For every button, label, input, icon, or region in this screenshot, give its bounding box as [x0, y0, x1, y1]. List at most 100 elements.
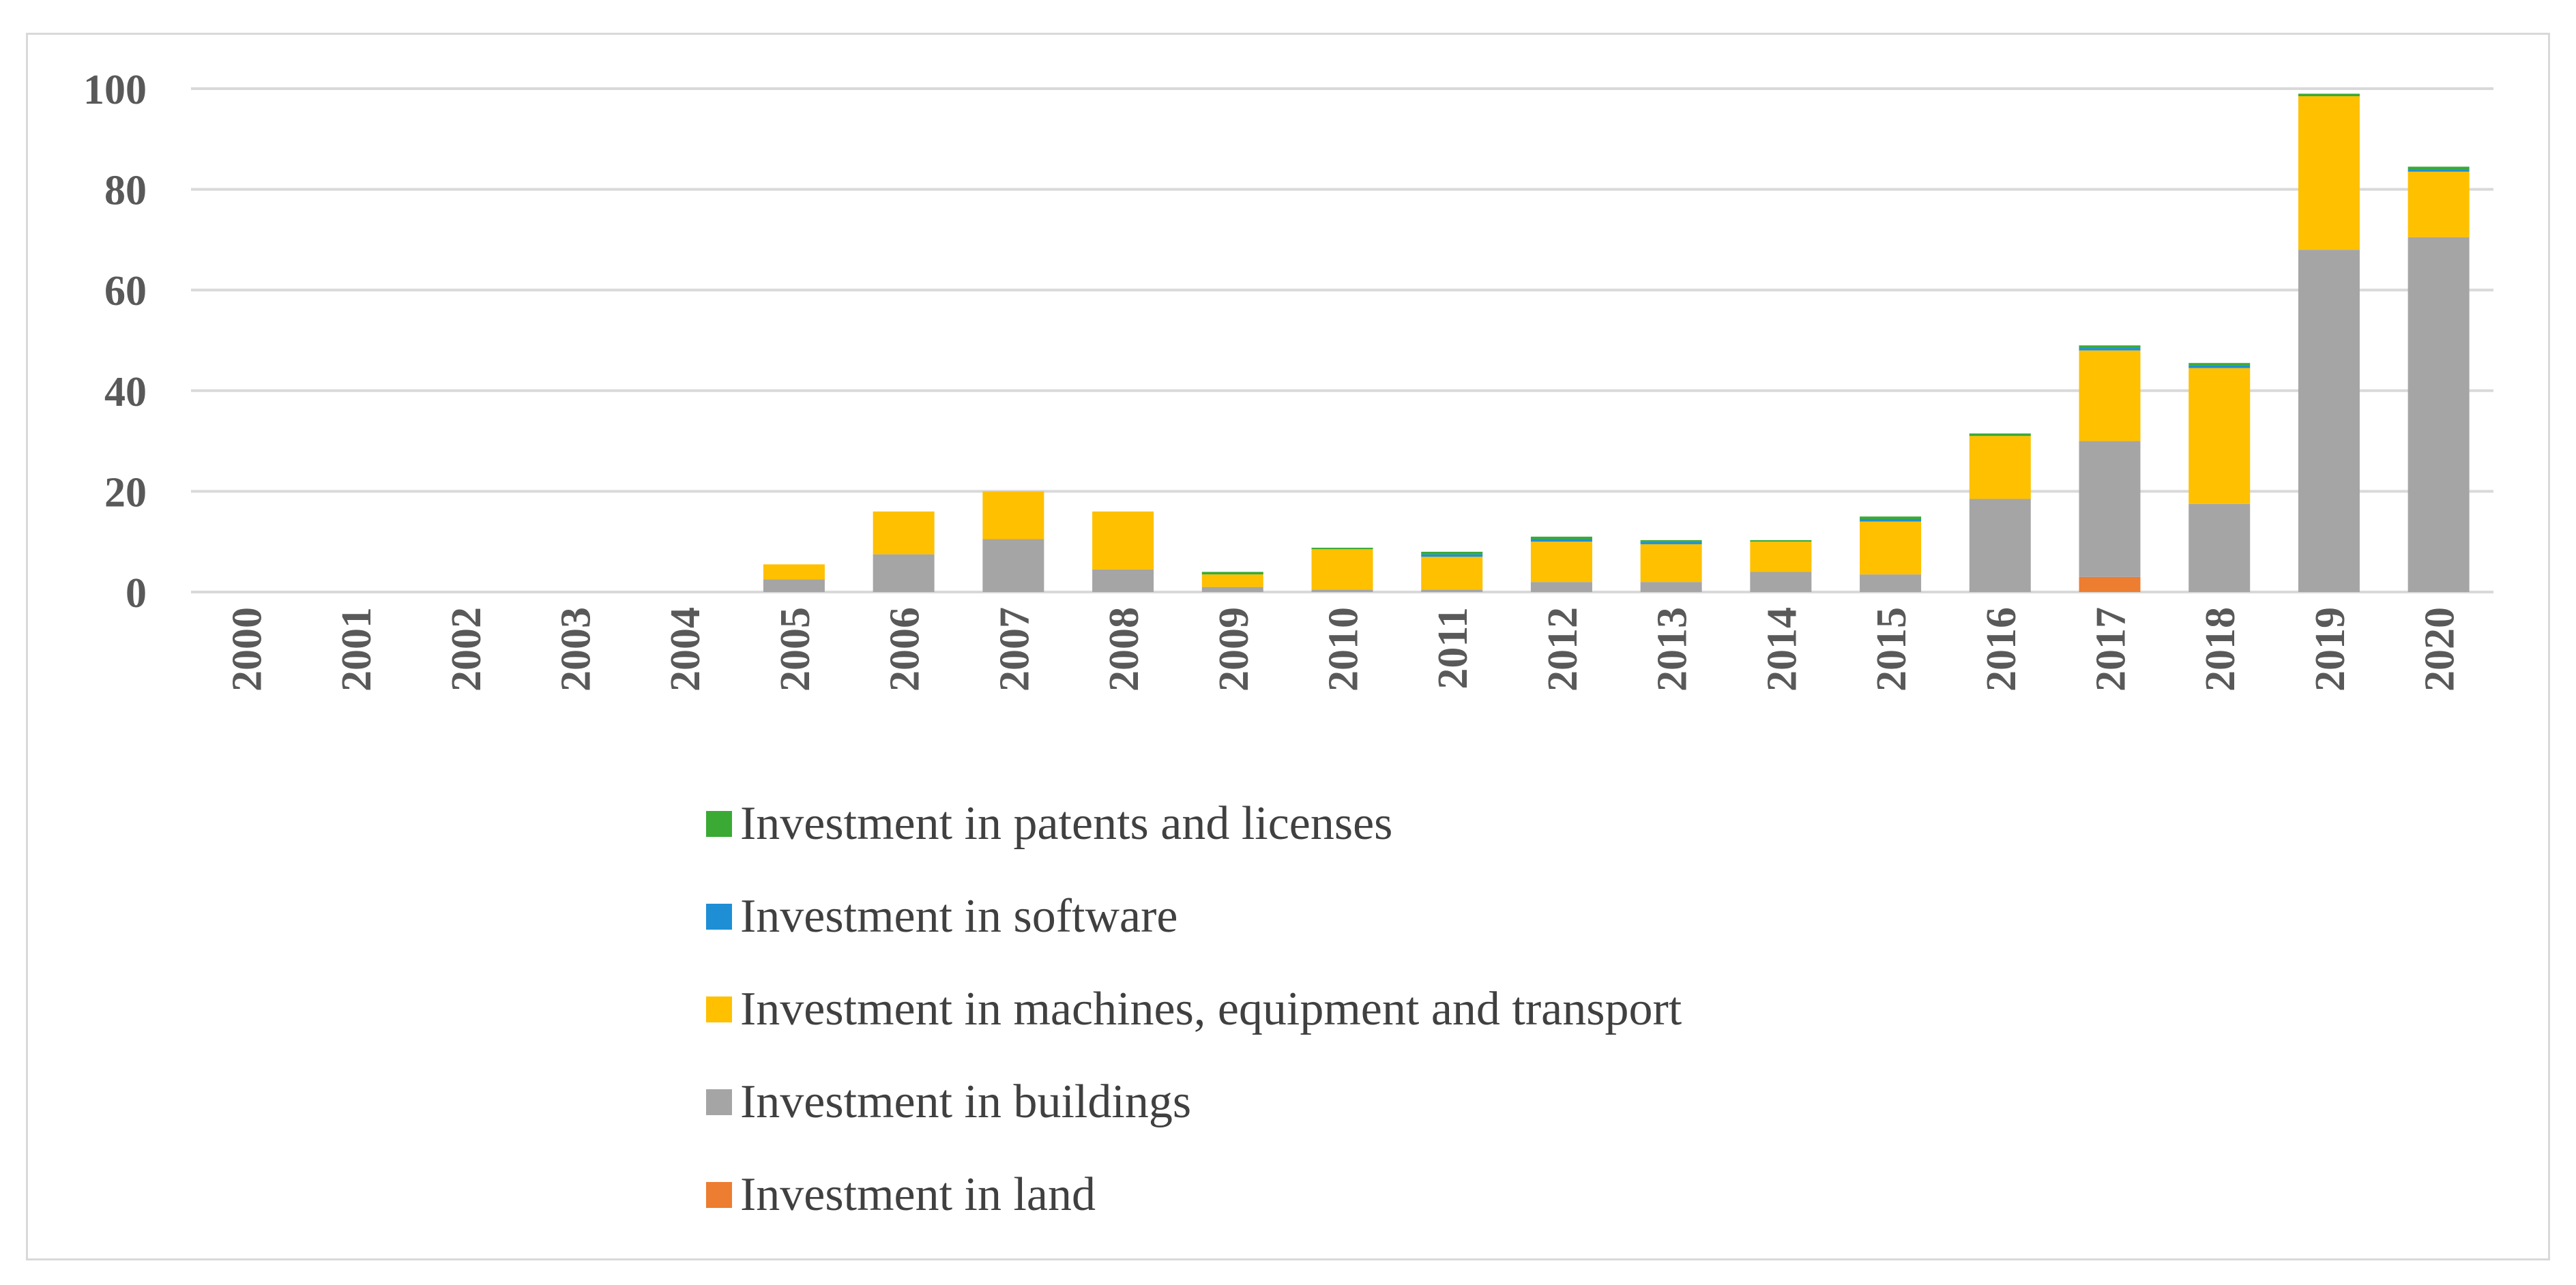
- bar-segment: [2189, 363, 2251, 366]
- x-tick-label: 2005: [772, 607, 819, 692]
- x-tick-label: 2007: [991, 607, 1038, 692]
- bar-segment: [1640, 582, 1702, 592]
- x-tick-label: 2009: [1211, 607, 1257, 692]
- bar-segment: [1860, 521, 1922, 575]
- bar-segment: [1640, 544, 1702, 582]
- legend-label: Investment in land: [740, 1168, 1096, 1221]
- bar-segment: [1750, 540, 1812, 542]
- bar-segment: [1530, 582, 1592, 592]
- x-tick-label: 2013: [1650, 607, 1696, 692]
- legend-item: Investment in land: [706, 1149, 1682, 1241]
- x-tick-label: 2020: [2417, 607, 2463, 692]
- bar-segment: [873, 554, 935, 592]
- bar-segment: [1860, 574, 1922, 592]
- bar-segment: [763, 579, 825, 592]
- y-tick-label: 20: [104, 469, 147, 516]
- bar-segment: [2079, 345, 2141, 349]
- bar-segment: [2079, 576, 2141, 592]
- y-tick-label: 60: [104, 268, 147, 314]
- bar-segment: [2079, 441, 2141, 577]
- legend-swatch: [706, 996, 732, 1022]
- x-tick-label: 2001: [334, 607, 380, 692]
- bar-segment: [1201, 572, 1263, 575]
- bar-segment: [763, 564, 825, 580]
- bar-segment: [1311, 589, 1373, 592]
- y-tick-label: 40: [104, 369, 147, 415]
- bar-segment: [1860, 518, 1922, 522]
- bar-segment: [982, 491, 1044, 540]
- legend: Investment in patents and licenses Invest…: [706, 778, 1682, 1241]
- bar-segment: [1530, 539, 1592, 542]
- legend-item: Investment in machines, equipment and tr…: [706, 963, 1682, 1056]
- bar-segment: [1530, 536, 1592, 540]
- bar-segment: [1201, 587, 1263, 592]
- x-tick-label: 2008: [1101, 607, 1147, 692]
- bar-segment: [1421, 554, 1483, 557]
- bar-segment: [2079, 350, 2141, 441]
- x-tick-label: 2012: [1540, 607, 1586, 692]
- x-tick-label: 2019: [2307, 607, 2354, 692]
- bar-segment: [1092, 511, 1154, 570]
- bar-segment: [2407, 166, 2470, 170]
- x-tick-label: 2002: [443, 607, 490, 692]
- bar-segment: [2298, 96, 2360, 250]
- legend-swatch: [706, 1089, 732, 1115]
- legend-label: Investment in buildings: [740, 1076, 1192, 1128]
- legend-label: Investment in software: [740, 890, 1178, 943]
- x-tick-label: 2011: [1430, 607, 1476, 690]
- x-tick-label: 2017: [2088, 607, 2135, 692]
- bar-segment: [1640, 542, 1702, 544]
- bar-segment: [1421, 589, 1483, 592]
- bar-segment: [1860, 516, 1922, 519]
- legend-swatch: [706, 904, 732, 930]
- bar-segment: [1750, 542, 1812, 572]
- x-axis-tick-labels: 2000 2001 2002 2003 2004 2005 2006 2007 2008 2009…: [224, 607, 2463, 692]
- bar-segment: [1421, 557, 1483, 590]
- x-tick-label: 2004: [662, 607, 709, 692]
- legend-label: Investment in patents and licenses: [740, 797, 1393, 850]
- bar-segment: [1640, 540, 1702, 542]
- bar-segment: [2189, 503, 2251, 592]
- x-tick-label: 2000: [224, 607, 270, 692]
- legend-label: Investment in machines, equipment and tr…: [740, 983, 1682, 1035]
- bar-segment: [1530, 542, 1592, 582]
- bar-segment: [1311, 549, 1373, 590]
- x-tick-label: 2015: [1869, 607, 1915, 692]
- x-tick-label: 2014: [1759, 607, 1805, 692]
- legend-item: Investment in patents and licenses: [706, 778, 1682, 870]
- bar-segment: [2079, 348, 2141, 351]
- bar-segment: [982, 539, 1044, 592]
- legend-swatch: [706, 811, 732, 837]
- bar-segment: [1750, 572, 1812, 592]
- bar-segment: [2407, 169, 2470, 172]
- x-tick-label: 2018: [2197, 607, 2244, 692]
- legend-item: Investment in software: [706, 870, 1682, 963]
- bar-segment: [2407, 237, 2470, 593]
- bar-segment: [2298, 250, 2360, 592]
- y-tick-label: 100: [83, 67, 147, 113]
- bar-segment: [1969, 433, 2031, 437]
- bar-segment: [2298, 93, 2360, 97]
- bars: [763, 93, 2470, 593]
- bar-segment: [1421, 551, 1483, 555]
- bar-segment: [1969, 499, 2031, 592]
- chart-frame: [26, 33, 2550, 1260]
- x-tick-label: 2010: [1321, 607, 1367, 692]
- y-tick-label: 0: [126, 570, 147, 617]
- bar-segment: [2189, 365, 2251, 368]
- bar-segment: [1311, 548, 1373, 550]
- bar-segment: [873, 511, 935, 555]
- bar-segment: [2407, 171, 2470, 237]
- bar-segment: [2189, 368, 2251, 504]
- x-tick-label: 2016: [1978, 607, 2025, 692]
- x-tick-label: 2006: [882, 607, 928, 692]
- y-axis-tick-labels: 0 20 40 60 80 100: [83, 67, 147, 617]
- bar-segment: [1092, 569, 1154, 592]
- x-tick-label: 2003: [553, 607, 600, 692]
- bar-segment: [1969, 436, 2031, 499]
- legend-swatch: [706, 1182, 732, 1208]
- gridlines: [191, 87, 2493, 593]
- bar-segment: [1201, 574, 1263, 587]
- y-tick-label: 80: [104, 168, 147, 214]
